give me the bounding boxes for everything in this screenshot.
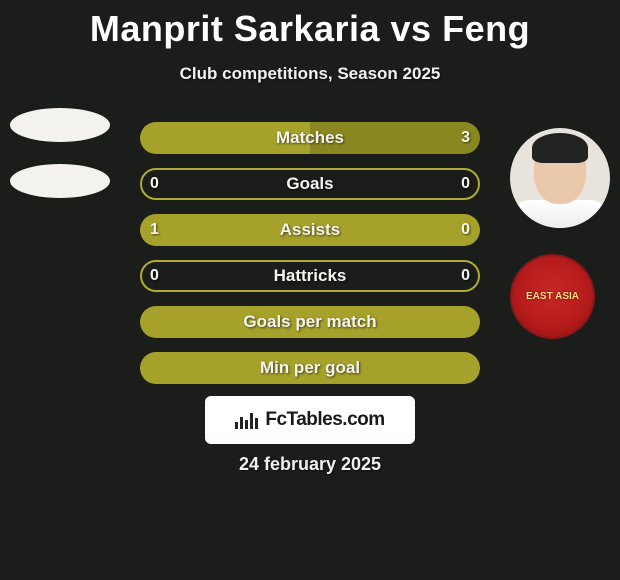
stat-row: Goals per match — [140, 306, 480, 338]
stat-row: Assists1 0 — [140, 214, 480, 246]
subtitle: Club competitions, Season 2025 — [0, 64, 620, 84]
stat-label: Goals per match — [140, 312, 480, 332]
stat-left-value: 0 — [150, 267, 159, 285]
brand-chart-icon — [235, 411, 259, 429]
stat-left-value: 1 — [150, 221, 159, 239]
stat-row: Min per goal — [140, 352, 480, 384]
stat-label: Hattricks — [140, 266, 480, 286]
player-left-column — [10, 108, 110, 220]
stat-right-value: 3 — [461, 129, 470, 147]
stat-label: Min per goal — [140, 358, 480, 378]
date-text: 24 february 2025 — [0, 454, 620, 475]
stat-row: Matches3 — [140, 122, 480, 154]
stat-row: Hattricks0 0 — [140, 260, 480, 292]
player-left-club-placeholder — [10, 164, 110, 198]
player-right-column: EAST ASIA — [510, 128, 610, 339]
player-right-club-badge: EAST ASIA — [510, 254, 595, 339]
stat-label: Goals — [140, 174, 480, 194]
stat-row: Goals0 0 — [140, 168, 480, 200]
player-left-avatar-placeholder — [10, 108, 110, 142]
stats-container: Matches3Goals00Assists10Hattricks00Goals… — [140, 122, 480, 398]
brand-text: FcTables.com — [265, 409, 384, 431]
player-right-avatar — [510, 128, 610, 228]
brand-box: FcTables.com — [205, 396, 415, 444]
stat-label: Assists — [140, 220, 480, 240]
stat-right-value: 0 — [461, 221, 470, 239]
stat-left-value: 0 — [150, 175, 159, 193]
stat-right-value: 0 — [461, 175, 470, 193]
stat-right-value: 0 — [461, 267, 470, 285]
page-title: Manprit Sarkaria vs Feng — [0, 0, 620, 50]
stat-label: Matches — [140, 128, 480, 148]
club-badge-text: EAST ASIA — [526, 291, 579, 302]
